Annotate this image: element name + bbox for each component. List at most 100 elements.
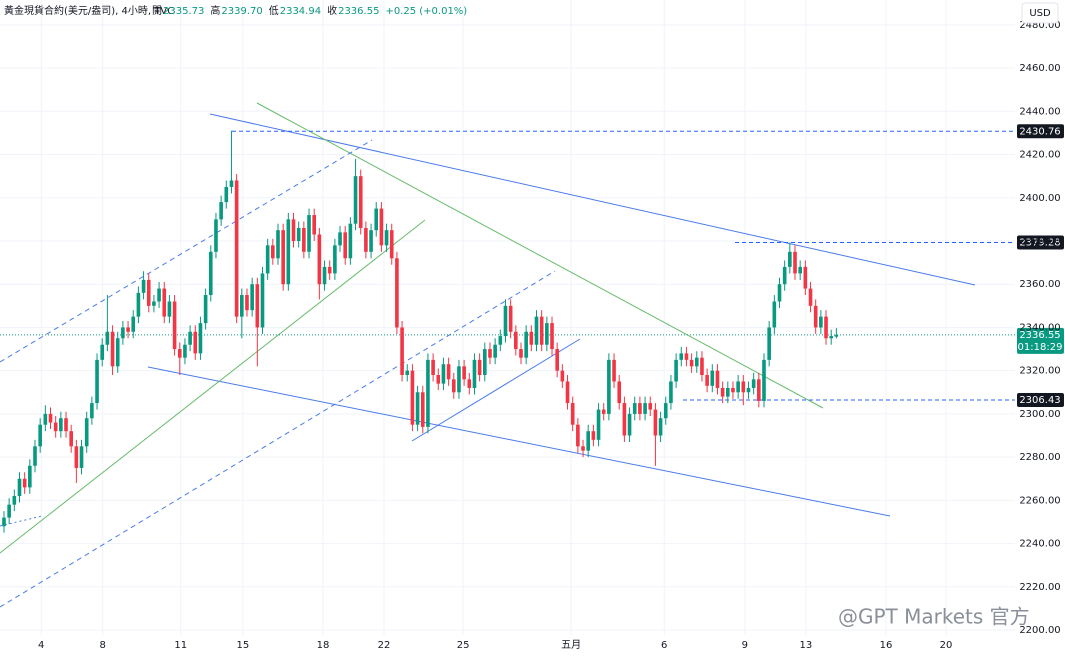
currency-button[interactable] [1021,2,1059,24]
trendline [209,113,976,286]
currency[interactable]: USD [1029,8,1051,19]
candle-body [389,230,394,259]
candle-body [69,431,74,447]
candle-body [793,251,797,274]
level-tag [1017,235,1064,250]
ohlc-value: 2339.70 [221,6,262,17]
candle-body [358,176,363,229]
candle-body [327,266,332,274]
ohlc-key: 收 [327,4,337,17]
candle-body [519,349,523,358]
y-tick-label: 2440.00 [1019,106,1060,117]
candle-body [426,359,430,427]
x-tick-label: 18 [317,640,330,651]
candle-body [710,370,715,386]
candle-body [95,359,99,404]
candle-body [612,359,616,382]
trendline [0,219,426,554]
candle-body [576,424,580,447]
candle-body [596,409,601,440]
candle-body [17,478,22,497]
x-tick-label: 25 [457,640,470,651]
candle-body [694,357,699,367]
candle-body [819,316,823,328]
candle-body [296,228,301,241]
candle-body [679,353,684,360]
candle-body [177,349,182,358]
candle-body [829,336,834,339]
chart-title: 黃金現貨合約(美元/盎司), 4小時, TVC [4,4,174,17]
candle-body [550,323,554,350]
candle-body [622,403,627,436]
candle-body [767,327,771,360]
candle-body [782,266,787,285]
candle-body [788,251,792,267]
candle-body [131,316,136,332]
candle-body [172,301,177,350]
candle-body [514,331,518,350]
candle-body [317,234,322,285]
candle-body [503,305,508,337]
level-tag [1017,124,1064,139]
candle-body [643,403,647,414]
candle-body [808,288,813,306]
y-tick-label: 2300.00 [1019,409,1060,420]
candle-body [431,359,435,375]
y-tick-label: 2320.00 [1019,366,1060,377]
candle-body [462,366,466,380]
candle-body [451,379,456,393]
candle-body [152,301,156,306]
x-tick-label: 15 [236,640,249,651]
candle-body [162,288,167,317]
y-tick-label: 2340.00 [1019,322,1060,333]
candle-body [658,418,663,436]
candle-body [369,230,373,252]
candle-body [312,215,316,235]
ohlc-key: 開 [152,5,162,17]
candle-body [400,327,404,375]
candle-body [333,245,337,274]
ohlc-value: 2334.94 [280,6,321,17]
candle-body [260,273,265,328]
candle-body [508,305,513,332]
candle-body [281,230,285,285]
countdown: 01:18:29 [1018,342,1063,353]
candle-body [22,478,27,488]
candle-body [198,323,203,354]
candle-body [565,381,570,404]
candle-body [115,338,120,367]
x-tick-label: 22 [378,640,391,651]
y-tick-label: 2220.00 [1019,582,1060,593]
candle-body [705,374,709,386]
ohlc-key: 低 [269,4,279,17]
candle-body [824,316,828,339]
candle-body [291,219,296,241]
candle-body [834,334,839,337]
level-label: 2379.28 [1019,238,1060,249]
candle-body [529,331,534,345]
candle-body [286,219,291,285]
candle-body [121,327,125,339]
y-tick-label: 2420.00 [1019,150,1060,161]
y-tick-label: 2400.00 [1019,193,1060,204]
candle-body [436,374,441,384]
candle-body [648,403,653,410]
candle-body [384,230,389,246]
candle-body [43,413,48,425]
candle-body [105,331,110,345]
candle-body [219,202,223,220]
candle-body [79,446,84,468]
x-tick-label: 6 [661,640,667,651]
candle-body [632,403,637,414]
candle-body [725,387,730,397]
y-tick-label: 2260.00 [1019,495,1060,506]
candle-body [208,251,213,296]
candle-body [777,284,782,302]
candle-body [689,359,694,367]
candle-body [59,418,63,432]
candle-body [405,370,410,375]
trendline [0,515,43,527]
ohlc-key: 高 [210,4,220,17]
candle-body [467,379,472,388]
